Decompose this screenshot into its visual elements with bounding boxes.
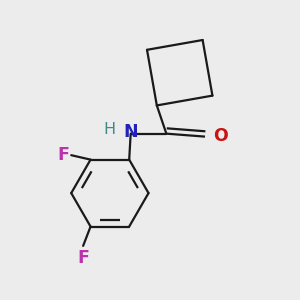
Text: N: N (123, 123, 138, 141)
Text: H: H (104, 122, 116, 137)
Text: F: F (57, 146, 69, 164)
Text: F: F (77, 249, 89, 267)
Text: O: O (213, 127, 228, 145)
